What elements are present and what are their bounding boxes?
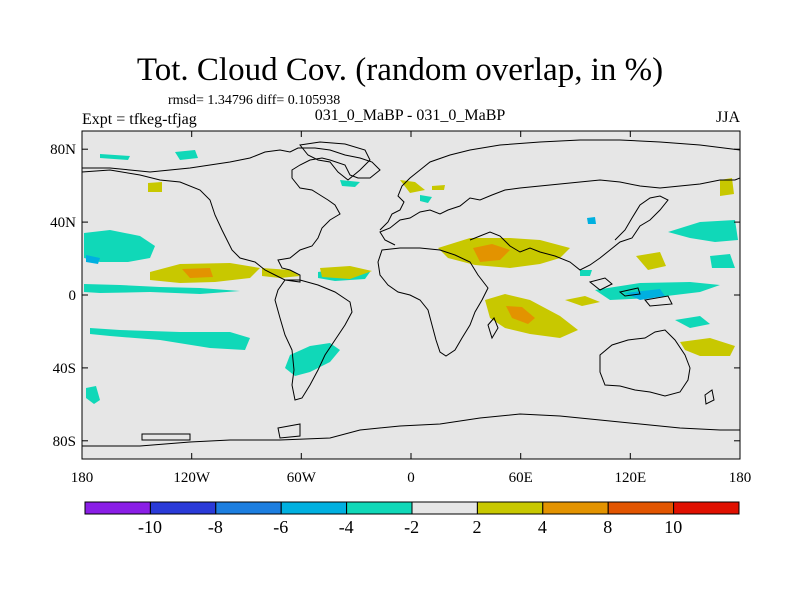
anomaly-patch <box>720 178 734 196</box>
colorbar-box <box>607 501 675 515</box>
colorbar-box <box>346 501 413 515</box>
coastline-island <box>588 277 613 291</box>
colorbar-box <box>280 501 348 515</box>
anomaly-patch <box>636 252 666 270</box>
colorbar-box <box>215 501 282 515</box>
coastline-south-america <box>274 279 353 401</box>
anomaly-patch <box>565 296 600 306</box>
colorbar-label: -10 <box>138 517 162 537</box>
colorbar-label: 4 <box>538 517 547 537</box>
colorbar-box <box>411 501 478 515</box>
anomaly-patch <box>84 284 240 294</box>
colorbar-label: 10 <box>664 517 682 537</box>
y-tick-label: 40N <box>50 215 76 231</box>
coastlines <box>82 139 740 447</box>
anomaly-patch <box>175 150 198 160</box>
coastline-north-america <box>82 147 381 283</box>
x-tick-label: 60W <box>287 470 317 486</box>
anomaly-patch <box>90 328 250 350</box>
anomaly-patch <box>625 289 665 300</box>
colorbar-box <box>149 501 217 515</box>
anomaly-patch <box>587 217 596 224</box>
anomaly-patch <box>86 255 100 264</box>
colorbar-box <box>542 501 609 515</box>
x-tick-label: 120W <box>173 470 211 486</box>
anomaly-patch <box>506 306 535 324</box>
colorbar: -10 -8 -6 -4 -2 2 4 8 10 <box>84 501 740 537</box>
anomaly-patch <box>680 338 735 356</box>
anomaly-patch <box>420 195 432 203</box>
y-tick-label: 40S <box>53 361 76 377</box>
map-title: Tot. Cloud Cov. (random overlap, in %) <box>136 52 664 88</box>
stats-label: rmsd= 1.34796 diff= 0.105938 <box>168 93 341 108</box>
anomaly-patch <box>668 220 738 242</box>
x-tick-label: 120E <box>614 470 646 486</box>
coastline-madagascar <box>487 317 499 340</box>
coastline-eurasia <box>379 139 740 271</box>
anomaly-patch <box>340 180 360 187</box>
y-tick-label: 0 <box>69 288 77 304</box>
anomaly-patch <box>432 185 445 190</box>
anomaly-patch <box>400 180 425 193</box>
x-tick-label: 0 <box>407 470 415 486</box>
anomaly-layer <box>84 150 738 404</box>
colorbar-label: -8 <box>208 517 223 537</box>
colorbar-label: 2 <box>473 517 482 537</box>
anomaly-patch <box>148 182 162 192</box>
anomaly-patch <box>100 154 130 160</box>
y-tick-label: 80S <box>53 434 76 450</box>
y-tick-label: 80N <box>50 142 76 158</box>
anomaly-patch <box>473 244 510 262</box>
anomaly-patch <box>710 254 735 268</box>
colorbar-box <box>476 501 544 515</box>
anomaly-patch <box>285 343 340 376</box>
colorbar-box <box>673 501 740 515</box>
anomaly-patch <box>86 386 100 404</box>
coastline-island <box>704 389 715 405</box>
coastline-island <box>618 287 641 297</box>
anomaly-patch <box>182 268 213 278</box>
experiment-label: Expt = tfkeg-tfjag <box>82 111 197 128</box>
anomaly-patch <box>320 266 372 279</box>
coastline-island <box>644 295 673 307</box>
season-label: JJA <box>715 109 740 126</box>
colorbar-label: -2 <box>404 517 419 537</box>
coastline-antarctica <box>82 413 740 447</box>
colorbar-label: 8 <box>603 517 612 537</box>
anomaly-patch <box>675 316 710 328</box>
x-tick-label: 180 <box>729 470 752 486</box>
anomaly-patch <box>84 230 155 262</box>
x-tick-label: 60E <box>509 470 533 486</box>
x-tick-label: 180 <box>71 470 94 486</box>
coastline-ice-shelf <box>277 423 301 439</box>
colorbar-label: -6 <box>273 517 288 537</box>
colorbar-label: -4 <box>339 517 354 537</box>
coastline-australia <box>599 329 691 397</box>
y-tick-marks <box>82 148 740 442</box>
coastline-africa <box>377 247 489 357</box>
x-tick-marks <box>81 131 741 459</box>
anomaly-patch <box>580 270 592 276</box>
coastline-ice-shelf <box>141 433 191 441</box>
comparison-label: 031_0_MaBP - 031_0_MaBP <box>314 107 506 124</box>
coastline-greenland <box>299 141 371 181</box>
colorbar-box <box>84 501 151 515</box>
